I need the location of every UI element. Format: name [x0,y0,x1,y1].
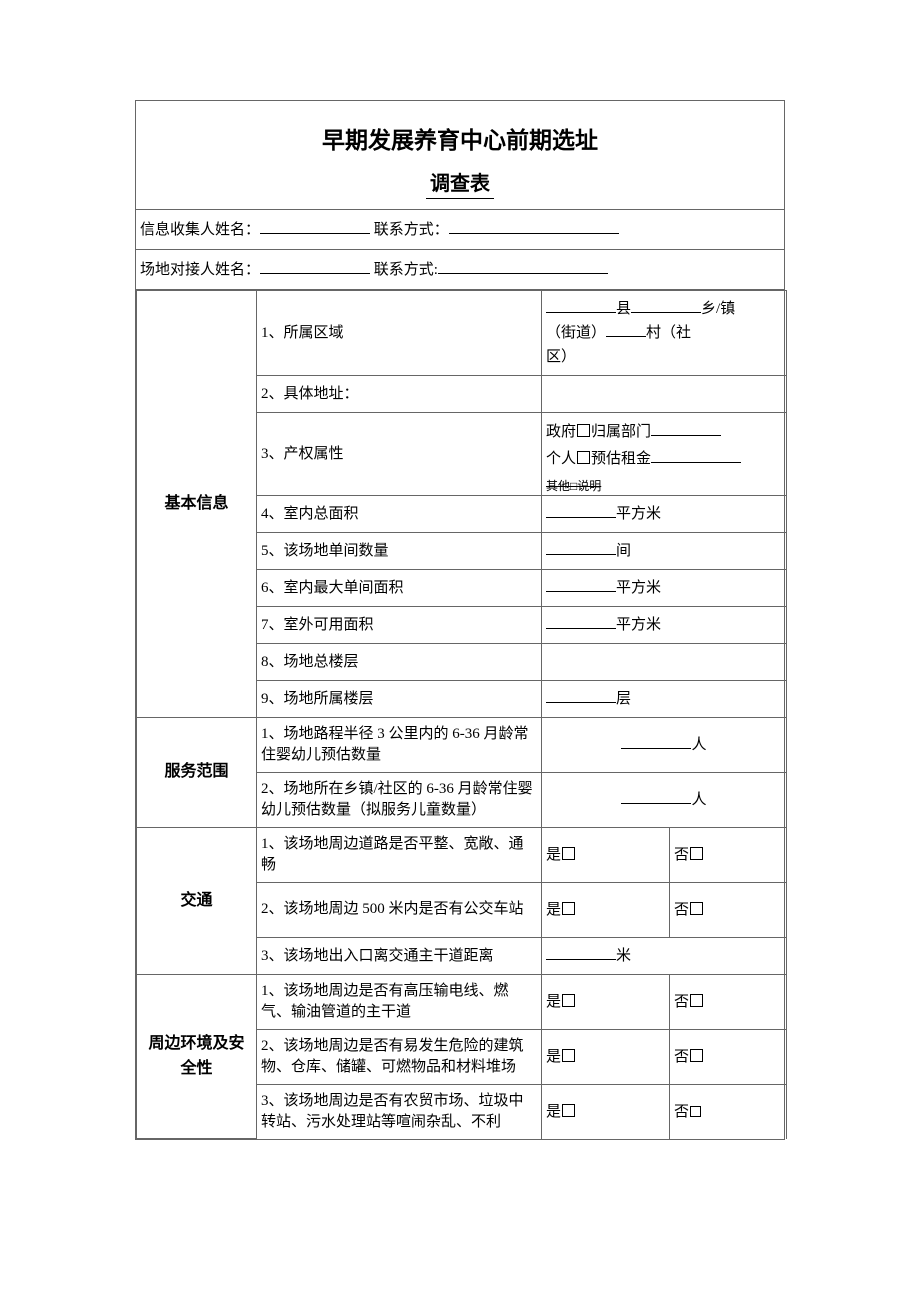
checkbox-yes[interactable] [562,902,575,915]
checkbox-personal[interactable] [577,451,590,464]
checkbox-no[interactable] [690,1049,703,1062]
safety-r3-yes[interactable]: 是 [542,1084,670,1139]
safety-r1-no[interactable]: 否 [670,974,787,1029]
section-traffic: 交通 [137,827,257,974]
traffic-r1-no[interactable]: 否 [670,827,787,882]
subtitle-wrap: 调查表 [136,167,784,209]
checkbox-gov[interactable] [577,424,590,437]
checkbox-yes[interactable] [562,847,575,860]
basic-r9-label: 9、场地所属楼层 [257,680,542,717]
safety-r2-no[interactable]: 否 [670,1029,787,1084]
page: 早期发展养育中心前期选址 调查表 信息收集人姓名： 联系方式： 场地对接人姓名：… [0,0,920,1302]
basic-r4-label: 4、室内总面积 [257,495,542,532]
basic-r9-value[interactable]: 层 [542,680,787,717]
checkbox-no[interactable] [690,902,703,915]
checkbox-yes[interactable] [562,1104,575,1117]
section-safety: 周边环境及安全性 [137,974,257,1139]
checkbox-yes[interactable] [562,994,575,1007]
basic-r1-label: 1、所属区域 [257,291,542,376]
traffic-r3-label: 3、该场地出入口离交通主干道距离 [257,937,542,974]
form-title: 早期发展养育中心前期选址 [136,101,784,167]
basic-r8-value[interactable] [542,643,787,680]
traffic-r2-label: 2、该场地周边 500 米内是否有公交车站 [257,882,542,937]
contact-name-input[interactable] [260,258,370,274]
basic-r3-value[interactable]: 政府归属部门 个人预估租金 其他□说明 [542,413,787,496]
contact-line: 场地对接人姓名： 联系方式: [136,250,784,290]
basic-r8-label: 8、场地总楼层 [257,643,542,680]
safety-r2-label: 2、该场地周边是否有易发生危险的建筑物、仓库、储罐、可燃物品和材料堆场 [257,1029,542,1084]
collector-contact-label: 联系方式： [374,222,449,238]
form-subtitle: 调查表 [426,167,494,199]
collector-name-input[interactable] [260,218,370,234]
checkbox-no[interactable] [690,847,703,860]
contact-contact-label: 联系方式: [374,262,438,278]
traffic-r2-no[interactable]: 否 [670,882,787,937]
basic-r1-value[interactable]: 县乡/镇 （街道）村（社 区） [542,291,787,376]
basic-r2-label: 2、具体地址： [257,376,542,413]
safety-r1-label: 1、该场地周边是否有高压输电线、燃气、输油管道的主干道 [257,974,542,1029]
form-container: 早期发展养育中心前期选址 调查表 信息收集人姓名： 联系方式： 场地对接人姓名：… [135,100,785,1140]
form-table: 基本信息 1、所属区域 县乡/镇 （街道）村（社 区） 2、具体地址： 3、产权… [136,290,787,1139]
table-row: 周边环境及安全性 1、该场地周边是否有高压输电线、燃气、输油管道的主干道 是 否 [137,974,787,1029]
basic-r5-label: 5、该场地单间数量 [257,532,542,569]
table-row: 交通 1、该场地周边道路是否平整、宽敞、通畅 是 否 [137,827,787,882]
checkbox-no[interactable] [690,994,703,1007]
table-row: 基本信息 1、所属区域 县乡/镇 （街道）村（社 区） [137,291,787,376]
contact-name-label: 场地对接人姓名： [140,262,260,278]
service-r1-label: 1、场地路程半径 3 公里内的 6-36 月龄常住婴幼儿预估数量 [257,717,542,772]
section-service: 服务范围 [137,717,257,827]
safety-r3-no[interactable]: 否 [670,1084,787,1139]
traffic-r1-label: 1、该场地周边道路是否平整、宽敞、通畅 [257,827,542,882]
basic-r5-value[interactable]: 间 [542,532,787,569]
safety-r2-yes[interactable]: 是 [542,1029,670,1084]
collector-line: 信息收集人姓名： 联系方式： [136,209,784,250]
contact-contact-input[interactable] [438,258,608,274]
checkbox-no[interactable] [690,1106,701,1117]
basic-r7-value[interactable]: 平方米 [542,606,787,643]
traffic-r2-yes[interactable]: 是 [542,882,670,937]
service-r2-label: 2、场地所在乡镇/社区的 6-36 月龄常住婴幼儿预估数量（拟服务儿童数量） [257,772,542,827]
traffic-r3-value[interactable]: 米 [542,937,787,974]
basic-r6-value[interactable]: 平方米 [542,569,787,606]
basic-r4-value[interactable]: 平方米 [542,495,787,532]
checkbox-yes[interactable] [562,1049,575,1062]
service-r1-value[interactable]: 人 [542,717,787,772]
collector-name-label: 信息收集人姓名： [140,222,260,238]
section-basic: 基本信息 [137,291,257,718]
collector-contact-input[interactable] [449,218,619,234]
basic-r6-label: 6、室内最大单间面积 [257,569,542,606]
safety-r3-label: 3、该场地周边是否有农贸市场、垃圾中转站、污水处理站等喧闹杂乱、不利 [257,1084,542,1139]
basic-r2-value[interactable] [542,376,787,413]
safety-r1-yes[interactable]: 是 [542,974,670,1029]
traffic-r1-yes[interactable]: 是 [542,827,670,882]
basic-r3-label: 3、产权属性 [257,413,542,496]
table-row: 服务范围 1、场地路程半径 3 公里内的 6-36 月龄常住婴幼儿预估数量 人 [137,717,787,772]
basic-r7-label: 7、室外可用面积 [257,606,542,643]
service-r2-value[interactable]: 人 [542,772,787,827]
